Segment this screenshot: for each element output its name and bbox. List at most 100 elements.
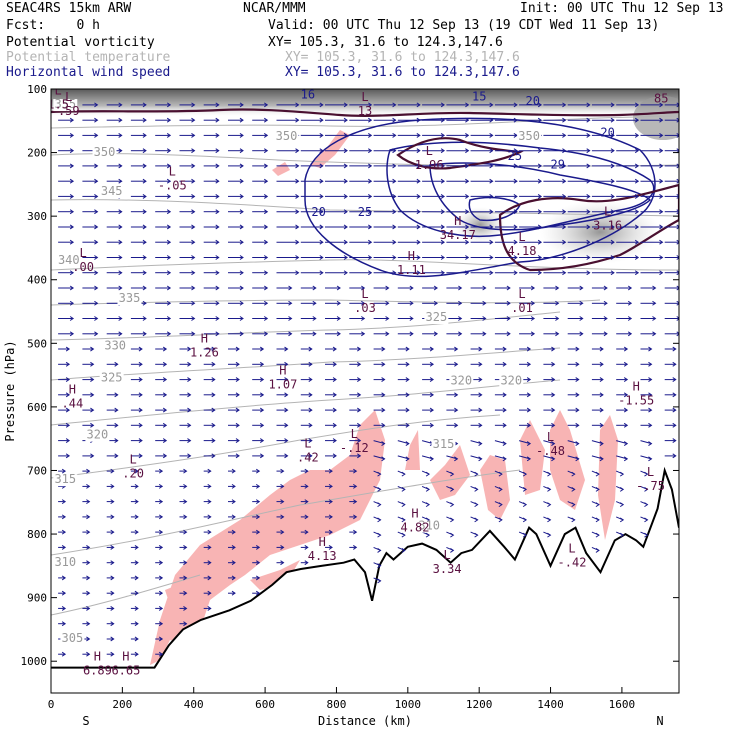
wind-arrowhead	[450, 471, 455, 477]
wind-arrowhead	[343, 239, 348, 245]
wind-arrowhead	[142, 209, 147, 215]
wind-arrowhead	[454, 361, 459, 367]
wind-arrowhead	[648, 346, 653, 352]
theta-label: 320	[87, 428, 109, 442]
pv-extremum-value: -.05	[158, 179, 187, 193]
pv-extremum-value: 1.11	[397, 263, 426, 277]
wind-arrowhead	[343, 117, 348, 123]
wind-arrowhead	[610, 255, 615, 260]
wind-arrowhead	[183, 544, 188, 550]
wind-arrowhead	[191, 209, 196, 215]
wind-arrowhead	[343, 148, 348, 154]
pv-extremum-value: -1.55	[618, 393, 654, 407]
wind-arrowhead	[158, 560, 164, 566]
wind-arrowhead	[652, 316, 657, 321]
wind-arrowhead	[381, 441, 386, 447]
y-axis: 100 200 300 400 500 600 700 800 900 1000	[21, 83, 679, 668]
theta-label: 320	[450, 374, 472, 388]
wind-arrowhead	[207, 560, 212, 566]
wind-arrowhead	[652, 285, 657, 291]
pv-contour-fold	[396, 137, 524, 170]
wind-arrowhead	[215, 239, 220, 245]
wind-arrowhead	[231, 468, 236, 474]
pv-extremum-letter: L	[518, 230, 525, 244]
wind-arrowhead	[158, 514, 164, 520]
wind-arrowhead	[308, 453, 313, 459]
wind-arrowhead	[215, 270, 220, 276]
wind-arrowhead	[158, 651, 164, 657]
wind-arrowhead	[392, 163, 397, 169]
wind-arrowhead	[482, 331, 487, 337]
wind-arrowhead	[465, 117, 470, 123]
wind-arrowhead	[392, 117, 397, 123]
wind-arrowhead	[304, 560, 309, 566]
wind-arrowhead	[440, 163, 445, 169]
wind-arrowhead	[263, 117, 269, 123]
wind-arrowhead	[191, 178, 196, 184]
wind-arrowhead	[183, 590, 188, 596]
wind-arrowhead	[562, 148, 567, 154]
theta-label-bg	[99, 186, 124, 199]
wind-arrowhead	[361, 300, 366, 306]
wind-arrowhead	[328, 499, 333, 505]
pv-extremum-letter: L	[54, 84, 61, 98]
wind-arrowhead	[239, 316, 244, 321]
wind-arrowhead	[288, 331, 293, 337]
theta-label: 345	[101, 184, 123, 198]
y-tick-label: 600	[27, 401, 47, 414]
wind-arrowhead	[526, 456, 532, 462]
wind-arrowhead	[465, 239, 470, 245]
wind-arrowhead	[610, 224, 615, 230]
wind-arrowhead	[239, 148, 244, 154]
wind-arrowhead	[86, 590, 91, 596]
wind-arrowhead	[648, 361, 653, 367]
wind-arrowhead	[416, 224, 421, 230]
wind-arrow	[373, 455, 385, 460]
theta-contour-340	[51, 259, 679, 271]
wind-arrowhead	[409, 300, 414, 306]
wind-arrowhead	[562, 102, 567, 108]
theta-contour-310	[51, 469, 521, 556]
wind-arrowhead	[586, 239, 591, 245]
pv-extremum-letter: H	[279, 364, 286, 378]
wind-arrowhead	[211, 361, 216, 367]
wind-arrow	[640, 455, 652, 460]
wind-arrowhead	[110, 590, 115, 596]
wind-arrowhead	[610, 270, 615, 276]
wind-arrowhead	[474, 486, 479, 492]
wind-arrowhead	[489, 178, 494, 184]
wind-arrowhead	[263, 316, 269, 321]
wind-arrowhead	[61, 621, 67, 627]
wind-arrowhead	[551, 422, 556, 428]
wind-arrowhead	[392, 270, 397, 276]
wind-arrowhead	[319, 117, 324, 123]
wind-arrowhead	[454, 422, 459, 428]
wind-arrowhead	[575, 441, 580, 447]
wind-arrowhead	[440, 194, 445, 199]
wind-contour-core	[468, 196, 521, 222]
org-title: NCAR/MMM	[243, 1, 306, 16]
wind-arrowhead	[555, 316, 560, 321]
wind-arrowhead	[69, 132, 75, 138]
wind-arrowhead	[416, 102, 421, 108]
wind-arrowhead	[284, 361, 289, 367]
wind-arrow	[421, 455, 434, 460]
wind-arrowhead	[118, 224, 123, 230]
wind-arrowhead	[312, 300, 317, 306]
wind-arrowhead	[90, 346, 95, 352]
wind-arrowhead	[215, 255, 220, 260]
pv-extremum-value: -.48	[536, 444, 565, 458]
wind-arrowhead	[332, 346, 337, 352]
wind-arrowhead	[255, 514, 261, 520]
wind-arrowhead	[166, 148, 172, 154]
wind-arrowhead	[506, 316, 511, 321]
wind-arrowhead	[343, 209, 348, 215]
wind-arrowhead	[211, 453, 216, 459]
wind-arrowhead	[648, 456, 653, 462]
wind-arrowhead	[586, 255, 591, 260]
wind-arrowhead	[280, 560, 285, 566]
wind-arrowhead	[94, 255, 99, 260]
top-right-shading	[633, 96, 679, 140]
wind-arrowhead	[295, 239, 300, 245]
wind-arrowhead	[610, 148, 615, 154]
